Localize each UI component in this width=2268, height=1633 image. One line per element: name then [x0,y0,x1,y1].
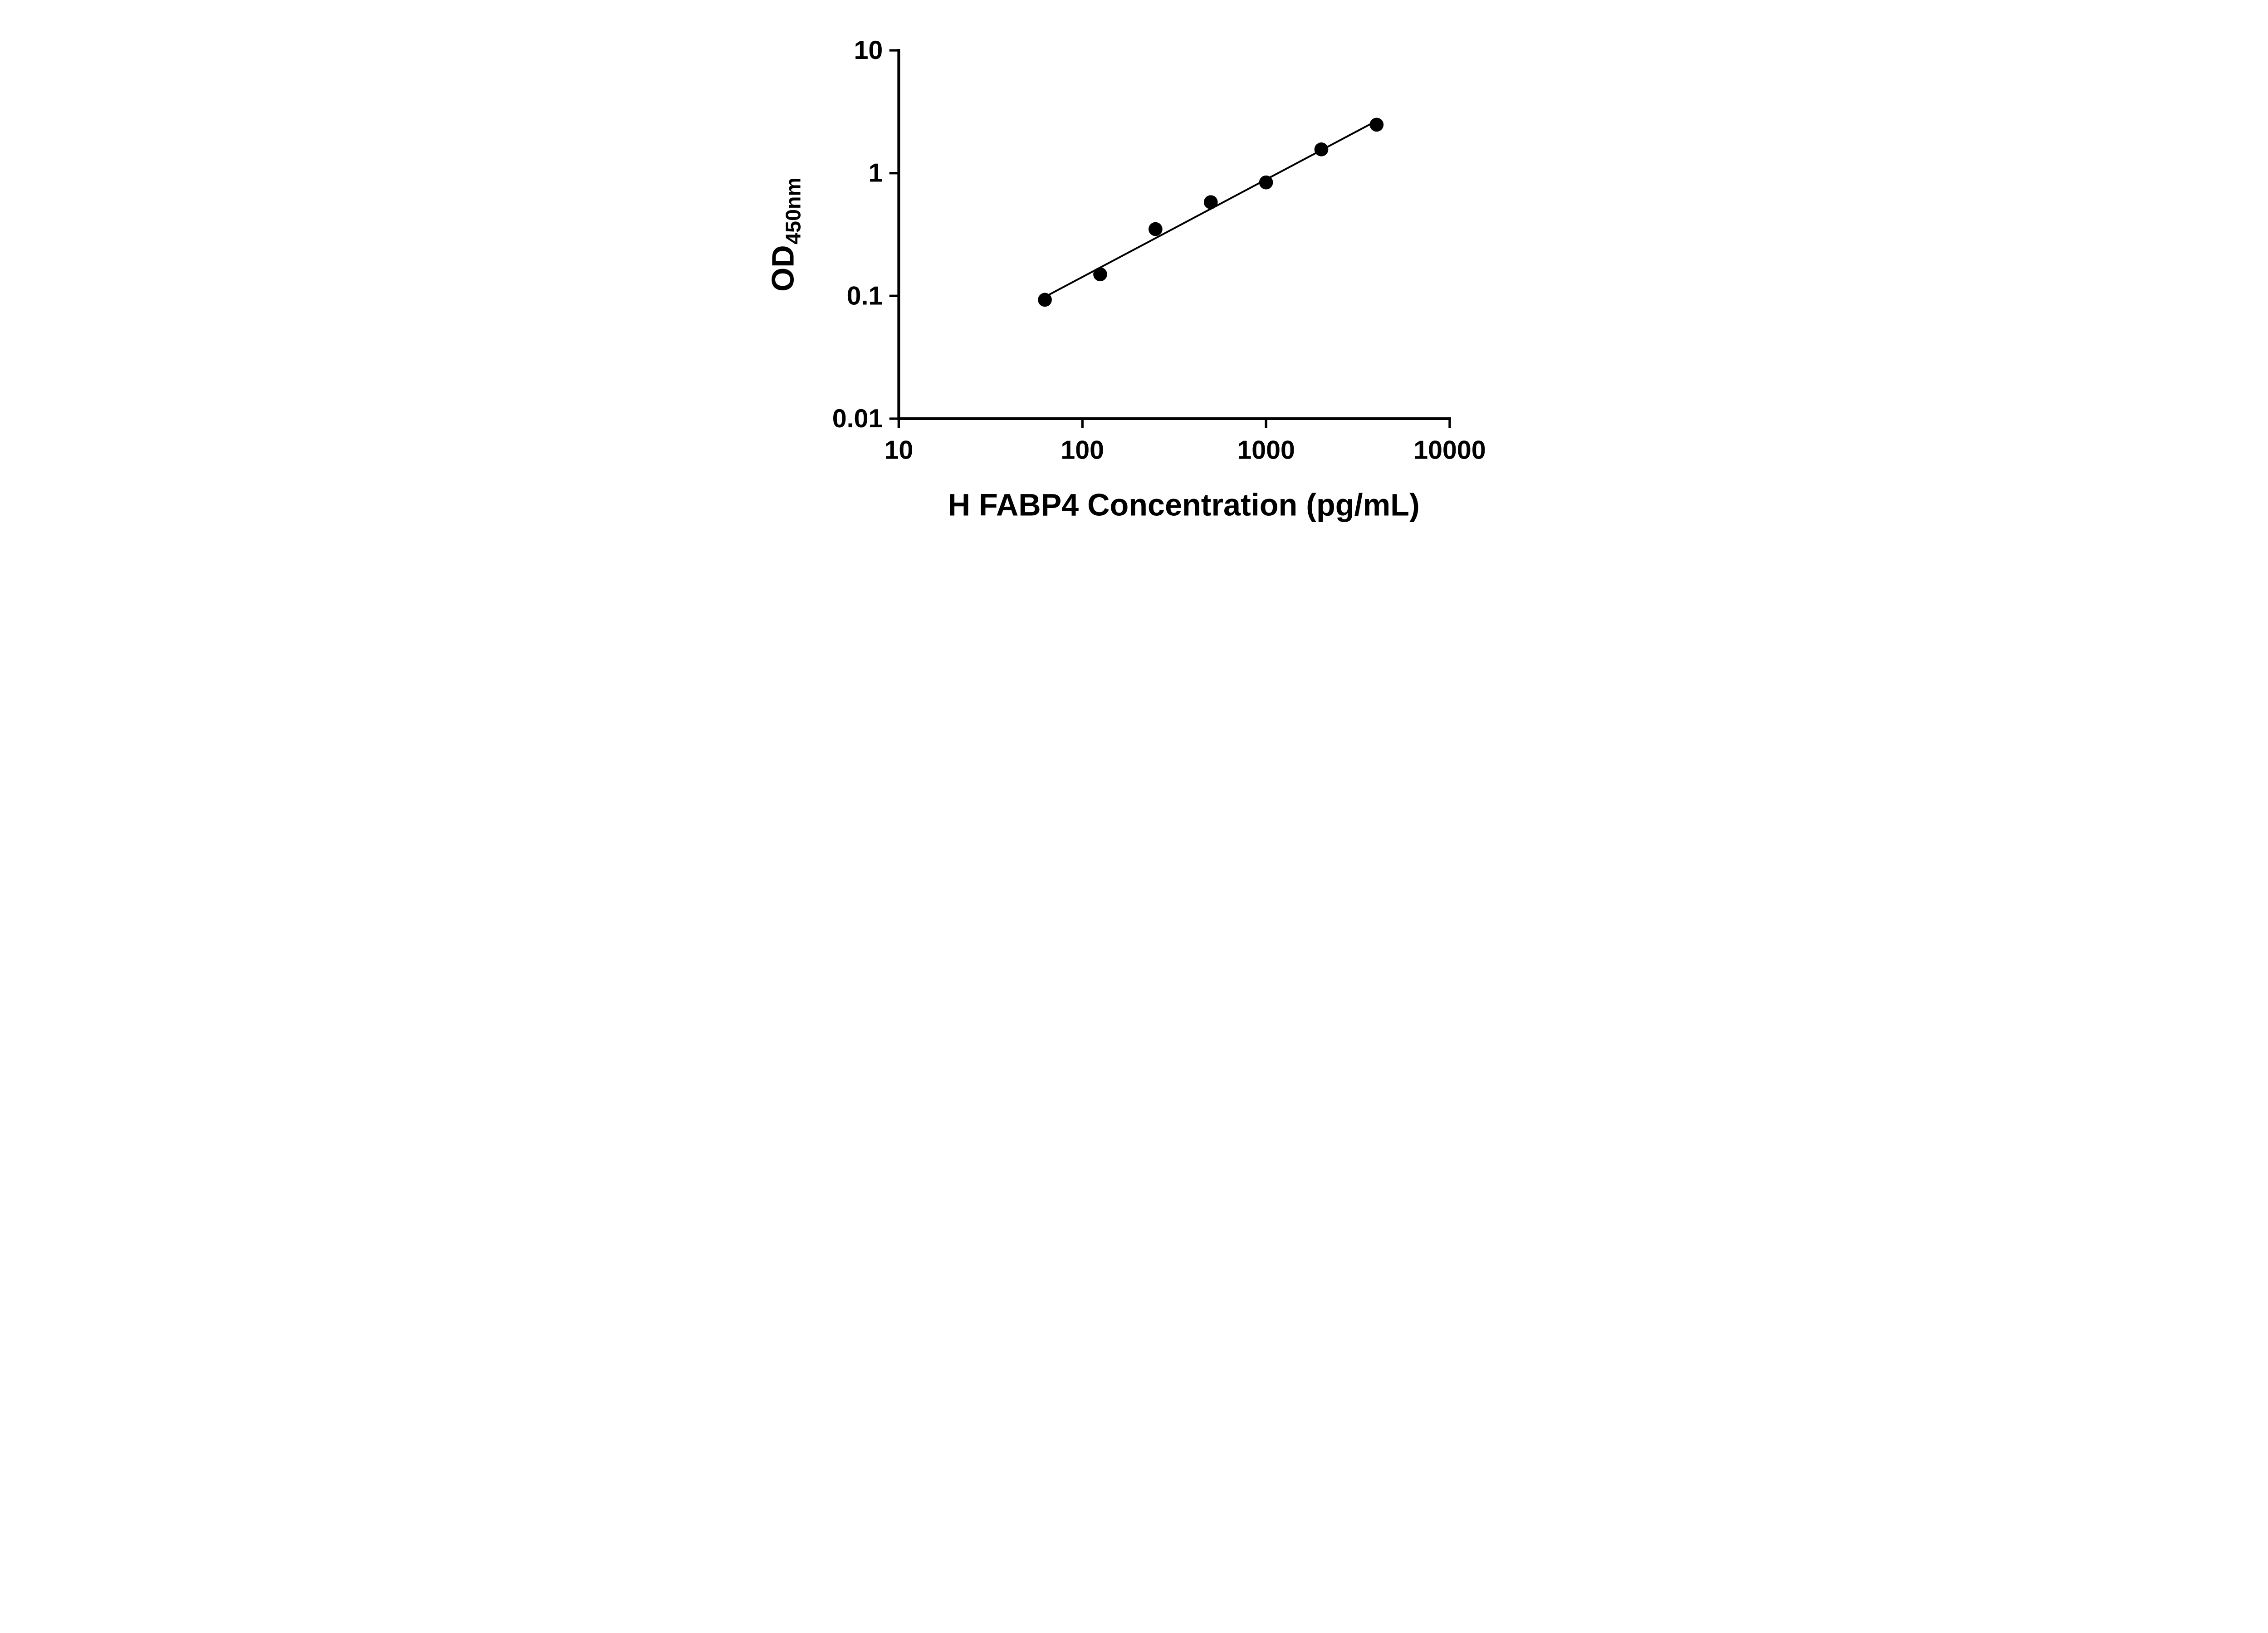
y-tick-label: 0.1 [847,281,883,310]
data-point [1314,142,1329,156]
elisa-standard-curve-figure: 10 100 1000 10000 10 1 0.1 0.01 H FABP4 Concent… [745,0,1523,544]
data-point [1203,195,1218,210]
data-point [1038,293,1052,307]
y-axis-title-main: OD [766,245,801,292]
data-point [1149,222,1163,236]
x-tick-label: 10000 [1413,435,1486,464]
x-axis-title: H FABP4 Concentration (pg/mL) [948,488,1420,523]
y-tick-label: 1 [868,159,883,188]
y-axis-title: OD 450nm [766,177,805,292]
data-point [1369,117,1384,132]
y-axis-title-sub: 450nm [782,177,805,244]
y-tick-label: 0.01 [832,404,883,433]
y-tick-label: 10 [854,36,883,65]
data-point [1259,175,1273,190]
x-tick-label: 10 [884,435,913,464]
data-point [1093,267,1107,282]
x-tick-label: 100 [1061,435,1104,464]
x-tick-label: 1000 [1237,435,1295,464]
plot-area: 10 100 1000 10000 10 1 0.1 0.01 [832,36,1486,464]
standard-curve-chart: 10 100 1000 10000 10 1 0.1 0.01 H FABP4 Concent… [766,36,1486,523]
axes [897,49,1451,420]
